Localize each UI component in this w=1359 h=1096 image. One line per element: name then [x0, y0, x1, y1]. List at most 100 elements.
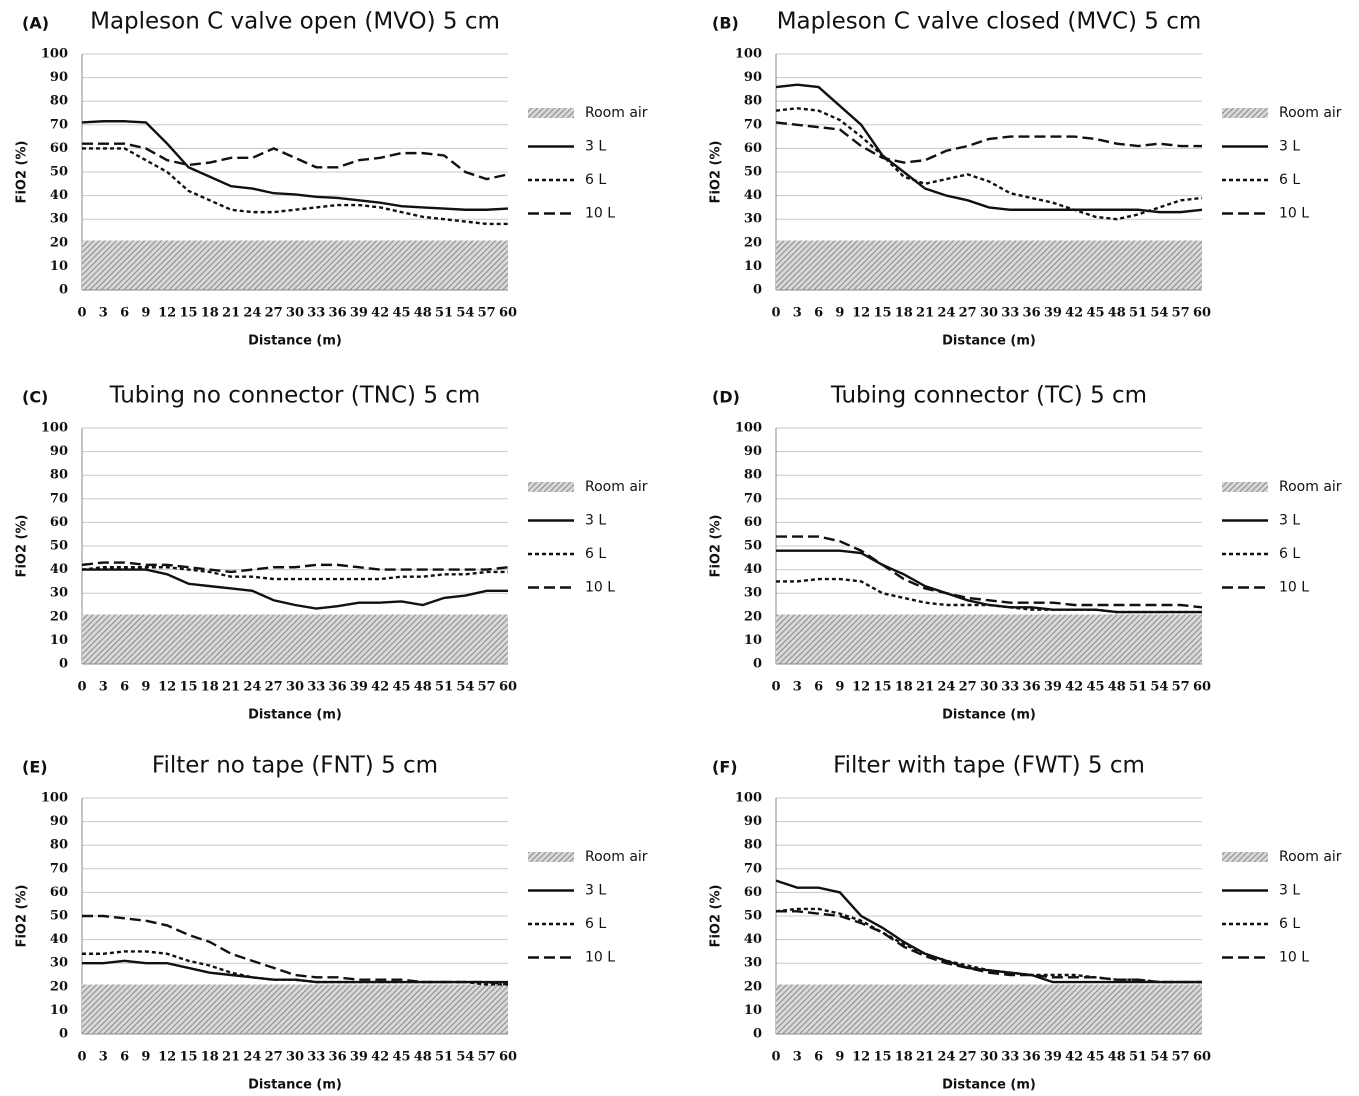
x-tick-label: 48: [1108, 306, 1126, 321]
line: [775, 907, 1202, 984]
x-tick-label: 6: [120, 680, 129, 695]
y-tick-label: 100: [41, 421, 68, 436]
x-tick-label: 6: [814, 1050, 823, 1065]
chart-title: Filter with tape (FWT) 5 cm: [833, 753, 1145, 779]
x-tick-label: 21: [222, 306, 240, 321]
y-tick-label: 80: [744, 468, 762, 483]
y-tick-label: 100: [735, 791, 762, 806]
line: [776, 535, 1203, 609]
x-tick-label: 27: [959, 306, 977, 321]
chart-panel: (B) Mapleson C valve closed (MVC) 5 cm 0 10…: [709, 9, 1342, 349]
panel-letter: (D): [712, 388, 740, 407]
x-tick-label: 57: [1172, 680, 1190, 695]
x-axis-label: Distance (m): [248, 334, 342, 349]
y-tick-label: 100: [41, 791, 68, 806]
line: [775, 107, 1203, 221]
x-tick-label: 60: [499, 306, 517, 321]
x-tick-label: 24: [243, 306, 261, 321]
line: [775, 879, 1202, 984]
x-tick-label: 45: [1086, 1050, 1104, 1065]
x-tick-label: 3: [99, 306, 108, 321]
line: [776, 910, 1202, 984]
x-tick-label: 27: [959, 1050, 977, 1065]
x-tick-label: 42: [371, 306, 389, 321]
y-tick-label: 50: [744, 909, 762, 924]
y-tick-label: 10: [744, 259, 762, 274]
x-tick-label: 33: [1001, 306, 1019, 321]
legend-label: 6 L: [585, 916, 606, 932]
legend-label: 6 L: [585, 546, 606, 562]
x-tick-label: 36: [329, 1050, 347, 1065]
area: [776, 614, 1202, 664]
y-tick-label: 70: [50, 491, 68, 506]
line: [81, 566, 508, 581]
y-tick-label: 30: [744, 586, 762, 601]
x-tick-label: 42: [371, 1050, 389, 1065]
x-tick-label: 24: [243, 680, 261, 695]
legend-label: 6 L: [1279, 546, 1300, 562]
y-tick-label: 70: [744, 861, 762, 876]
legend-label: Room air: [585, 105, 648, 121]
x-tick-label: 15: [873, 1050, 891, 1065]
legend-label: Room air: [1279, 479, 1342, 495]
line: [82, 959, 508, 984]
y-tick-label: 70: [50, 117, 68, 132]
y-tick-label: 10: [50, 259, 68, 274]
x-tick-label: 60: [499, 680, 517, 695]
x-tick-label: 36: [1023, 680, 1041, 695]
x-tick-label: 21: [222, 1050, 240, 1065]
legend-label: 3 L: [1279, 883, 1300, 899]
y-tick-label: 30: [50, 956, 68, 971]
legend-swatch: [1222, 482, 1268, 492]
x-tick-label: 3: [793, 306, 802, 321]
y-tick-label: 70: [744, 117, 762, 132]
x-tick-label: 60: [1193, 680, 1211, 695]
y-tick-label: 80: [50, 94, 68, 109]
legend-label: 10 L: [585, 206, 615, 222]
x-tick-label: 27: [265, 680, 283, 695]
x-tick-label: 51: [435, 680, 453, 695]
chart-title: Mapleson C valve open (MVO) 5 cm: [90, 9, 500, 35]
y-axis-label: FiO2 (%): [709, 141, 724, 204]
chart-title: Tubing connector (TC) 5 cm: [830, 383, 1147, 409]
line: [82, 568, 508, 610]
y-tick-label: 70: [50, 861, 68, 876]
y-tick-label: 40: [50, 188, 68, 203]
x-tick-label: 39: [1044, 306, 1062, 321]
y-tick-label: 20: [50, 979, 68, 994]
x-tick-label: 57: [478, 680, 496, 695]
x-tick-label: 36: [1023, 306, 1041, 321]
chart-panel: (D) Tubing connector (TC) 5 cm01020304050…: [709, 383, 1342, 723]
legend-label: 10 L: [1279, 206, 1309, 222]
x-tick-label: 39: [350, 306, 368, 321]
line: [81, 120, 509, 211]
x-tick-label: 3: [793, 1050, 802, 1065]
x-tick-label: 33: [307, 1050, 325, 1065]
x-tick-label: 60: [1193, 1050, 1211, 1065]
panel-letter: (C): [22, 388, 48, 407]
legend-swatch: [1222, 852, 1268, 862]
y-tick-label: 80: [50, 468, 68, 483]
x-tick-label: 6: [814, 680, 823, 695]
x-tick-label: 9: [835, 680, 844, 695]
legend-label: 3 L: [1279, 139, 1300, 155]
y-tick-label: 30: [744, 212, 762, 227]
legend-swatch: [1222, 108, 1268, 118]
y-axis-label: FiO2 (%): [15, 141, 30, 204]
y-tick-label: 10: [744, 1003, 762, 1018]
line: [775, 121, 1202, 164]
x-tick-label: 15: [179, 1050, 197, 1065]
x-tick-label: 33: [1001, 1050, 1019, 1065]
y-tick-label: 20: [50, 235, 68, 250]
y-tick-label: 50: [50, 909, 68, 924]
x-tick-label: 6: [120, 1050, 129, 1065]
x-tick-label: 60: [499, 1050, 517, 1065]
x-tick-label: 27: [265, 306, 283, 321]
x-tick-label: 3: [793, 680, 802, 695]
chart-panel: (E) Filter no tape (FNT) 5 cm010203040506…: [15, 753, 648, 1093]
x-tick-label: 54: [456, 680, 474, 695]
x-tick-label: 6: [814, 306, 823, 321]
x-tick-label: 18: [895, 306, 913, 321]
x-tick-label: 30: [286, 1050, 304, 1065]
x-axis-label: Distance (m): [942, 334, 1036, 349]
